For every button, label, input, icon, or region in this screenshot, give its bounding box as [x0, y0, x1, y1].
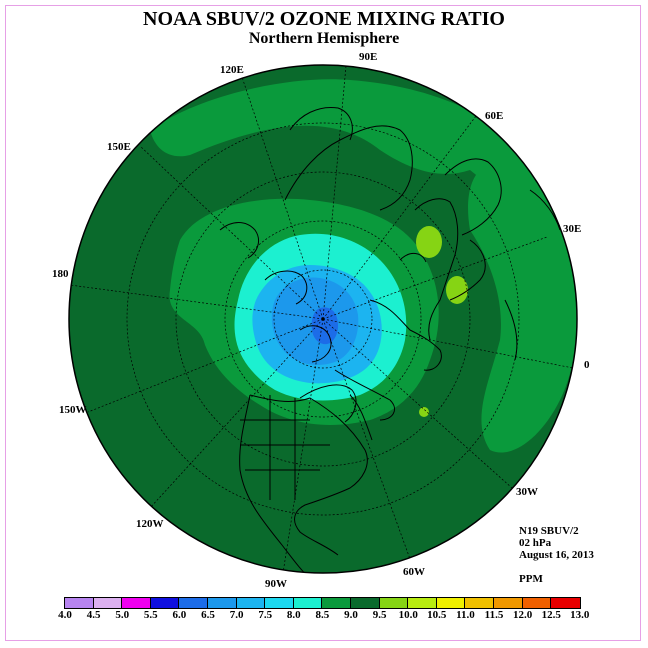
colorbar-swatch — [93, 598, 123, 608]
colorbar-tick-label: 12.5 — [541, 609, 561, 621]
lon-label-90e: 90E — [359, 51, 378, 63]
colorbar-tick-label: 9.5 — [372, 609, 387, 621]
lon-label-0: 0 — [584, 359, 590, 371]
colorbar-swatch — [522, 598, 552, 608]
colorbar-swatch — [65, 598, 94, 608]
map-subtitle: Northern Hemisphere — [248, 30, 400, 47]
colorbar-swatch — [236, 598, 266, 608]
colorbar-tick-label: 12.0 — [512, 609, 533, 621]
colorbar-tick-label: 11.5 — [484, 609, 504, 621]
lon-label-150w: 150W — [59, 404, 87, 416]
colorbar-ticks: 4.0 4.5 5.0 5.5 6.0 6.5 7.0 7.5 8.0 8.5 9.0 9.5 10.0… — [0, 609, 648, 623]
figure-frame — [5, 5, 641, 641]
colorbar-tick-label: 7.5 — [258, 609, 273, 621]
lon-label-150e: 150E — [107, 141, 131, 153]
colorbar-tick-label: 13.0 — [570, 609, 590, 621]
colorbar-tick-label: 5.5 — [143, 609, 158, 621]
colorbar-tick-label: 4.5 — [86, 609, 101, 621]
ozone-patch-9-5-b — [446, 276, 468, 304]
colorbar-tick-label: 5.0 — [115, 609, 130, 621]
colorbar-swatch — [379, 598, 409, 608]
ozone-patch-9-5-a — [416, 226, 442, 258]
colorbar-tick-label: 4.0 — [58, 609, 72, 621]
colorbar-swatch — [322, 598, 351, 608]
lon-label-180: 180 — [52, 268, 69, 280]
lon-label-60e: 60E — [485, 110, 504, 122]
colorbar-swatch — [493, 598, 523, 608]
colorbar-swatch — [179, 598, 208, 608]
colorbar-tick-label: 6.0 — [172, 609, 187, 621]
ozone-region-8-0-north — [150, 79, 577, 320]
map-boundary — [68, 64, 578, 574]
colorbar-tick-label: 8.5 — [315, 609, 330, 621]
colorbar-tick-label: 6.5 — [201, 609, 215, 621]
colorbar-swatch — [465, 598, 494, 608]
colorbar-swatch — [350, 598, 380, 608]
lon-label-30e: 30E — [563, 223, 582, 235]
colorbar-swatch — [207, 598, 237, 608]
colorbar-tick-label: 10.0 — [398, 609, 418, 621]
lon-label-30w: 30W — [516, 486, 538, 498]
ozone-patch-9-5-c — [419, 407, 429, 417]
colorbar-swatch — [122, 598, 151, 608]
colorbar-tick-label: 11.0 — [456, 609, 475, 621]
colorbar-tick-label: 9.0 — [344, 609, 358, 621]
date-label: August 16, 2013 — [519, 549, 594, 561]
ozone-region-8-0-east — [468, 168, 577, 453]
lon-label-60w: 60W — [403, 566, 425, 578]
colorbar-swatch — [408, 598, 437, 608]
ozone-region-6-0 — [311, 307, 338, 345]
colorbar-swatch — [293, 598, 323, 608]
lon-label-120e: 120E — [220, 64, 244, 76]
colorbar-tick-label: 8.0 — [286, 609, 301, 621]
graticule — [69, 65, 574, 573]
colorbar-tick-label: 10.5 — [427, 609, 447, 621]
colorbar-swatch — [265, 598, 294, 608]
colorbar-tick-label: 7.0 — [229, 609, 244, 621]
lon-label-120w: 120W — [136, 518, 164, 530]
lon-label-90w: 90W — [265, 578, 287, 590]
satellite-label: N19 SBUV/2 — [519, 525, 579, 537]
units-label: PPM — [519, 573, 543, 585]
colorbar-swatch — [436, 598, 466, 608]
colorbar-swatch — [150, 598, 180, 608]
colorbar — [64, 597, 581, 609]
map-title: NOAA SBUV/2 OZONE MIXING RATIO — [143, 8, 505, 30]
colorbar-swatch — [551, 598, 580, 608]
pressure-level-label: 02 hPa — [519, 537, 552, 549]
